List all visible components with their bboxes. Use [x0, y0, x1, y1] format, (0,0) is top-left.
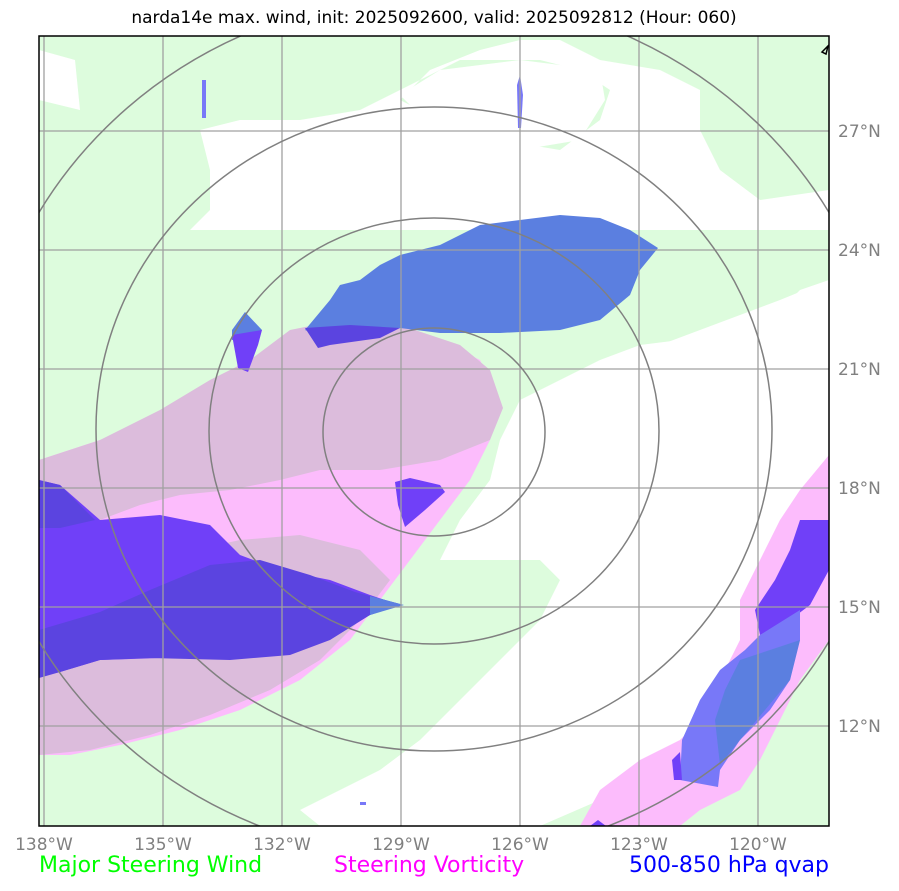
range-rings — [39, 36, 829, 826]
legend-wind: Major Steering Wind — [39, 853, 263, 878]
qvap-small-west-purple — [232, 330, 262, 372]
lon-tick: 132°W — [253, 835, 311, 855]
grid-lines — [39, 36, 829, 826]
qvap-south-speck — [590, 820, 606, 826]
qvap-southeast-tip — [672, 752, 682, 780]
qvap-center — [395, 478, 445, 527]
legend-vorticity: Steering Vorticity — [334, 853, 525, 878]
lon-tick: 135°W — [134, 835, 192, 855]
legend-qvap: 500-850 hPa qvap — [628, 853, 829, 878]
longitude-tick-labels: 138°W 135°W 132°W 129°W 126°W 123°W 120°… — [15, 835, 787, 855]
qvap-speck — [360, 802, 366, 805]
qvap-southeast-purple — [755, 520, 829, 635]
lon-tick: 123°W — [610, 835, 668, 855]
plot-frame — [38, 35, 830, 827]
lat-tick: 15°N — [838, 598, 881, 618]
vorticity-southeast — [580, 455, 829, 826]
lat-tick: 27°N — [838, 122, 881, 142]
qvap-north-purple — [305, 325, 400, 348]
lon-tick: 126°W — [491, 835, 549, 855]
contour-mark — [820, 43, 830, 56]
qvap-streak-1 — [202, 80, 206, 118]
qvap-west-tip — [370, 596, 404, 615]
lon-tick: 120°W — [729, 835, 787, 855]
range-ring-9deg — [95, 106, 773, 752]
lat-tick: 21°N — [838, 360, 881, 380]
latitude-tick-labels: 27°N 24°N 21°N 18°N 15°N 12°N — [838, 122, 881, 737]
lon-tick: 138°W — [15, 835, 73, 855]
chart-title: narda14e max. wind, init: 2025092600, va… — [131, 8, 737, 28]
range-ring-6deg — [208, 217, 660, 645]
lat-tick: 24°N — [838, 241, 881, 261]
lat-tick: 18°N — [838, 479, 881, 499]
qvap-north — [305, 215, 658, 340]
range-ring-3deg — [322, 327, 546, 537]
qvap-west-dark — [39, 480, 400, 678]
lon-tick: 129°W — [372, 835, 430, 855]
lat-tick: 12°N — [838, 717, 881, 737]
wind-hole-2 — [320, 280, 829, 826]
